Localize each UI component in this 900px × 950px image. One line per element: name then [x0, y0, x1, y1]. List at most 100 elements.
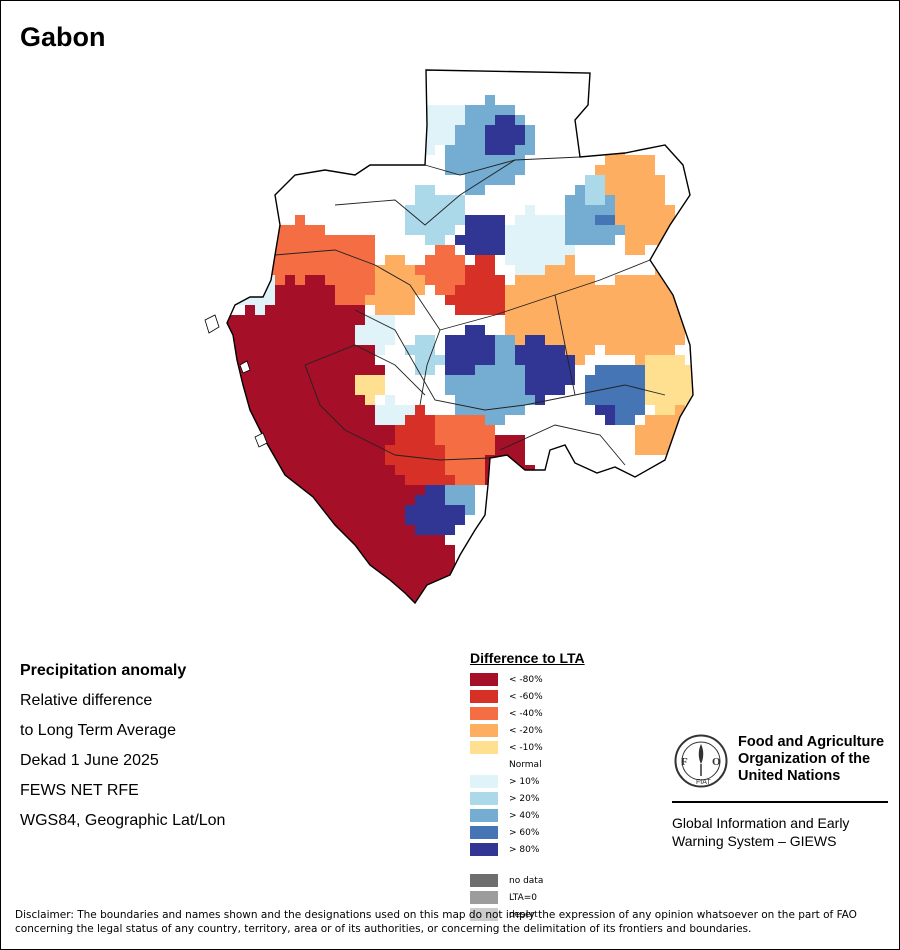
anomaly-cell	[255, 285, 265, 295]
anomaly-cell	[445, 355, 455, 365]
anomaly-cell	[465, 175, 475, 185]
anomaly-cell	[645, 155, 655, 165]
anomaly-cell	[455, 375, 465, 385]
anomaly-cell	[505, 375, 515, 385]
anomaly-cell	[525, 295, 535, 305]
anomaly-cell	[355, 305, 365, 315]
anomaly-cell	[415, 225, 425, 235]
anomaly-cell	[385, 395, 395, 405]
anomaly-cell	[625, 165, 635, 175]
anomaly-cell	[305, 435, 315, 445]
anomaly-cell	[565, 295, 575, 305]
anomaly-cell	[365, 495, 375, 505]
anomaly-cell	[305, 415, 315, 425]
anomaly-cell	[315, 365, 325, 375]
anomaly-cell	[295, 255, 305, 265]
anomaly-cell	[635, 165, 645, 175]
anomaly-cell	[245, 295, 255, 305]
anomaly-cell	[275, 475, 285, 485]
anomaly-cell	[425, 555, 435, 565]
legend-item: LTA=0	[470, 889, 670, 906]
anomaly-cell	[415, 485, 425, 495]
anomaly-cell	[475, 135, 485, 145]
anomaly-cell	[355, 375, 365, 385]
anomaly-cell	[415, 415, 425, 425]
anomaly-cell	[645, 185, 655, 195]
anomaly-cell	[335, 295, 345, 305]
anomaly-cell	[505, 125, 515, 135]
anomaly-cell	[445, 165, 455, 175]
anomaly-cell	[455, 285, 465, 295]
disclaimer: Disclaimer: The boundaries and names sho…	[15, 908, 887, 936]
anomaly-cell	[485, 475, 495, 485]
anomaly-cell	[645, 235, 655, 245]
anomaly-cell	[595, 205, 605, 215]
anomaly-cell	[295, 455, 305, 465]
anomaly-cell	[345, 355, 355, 365]
anomaly-cell	[525, 335, 535, 345]
anomaly-cell	[395, 565, 405, 575]
anomaly-cell	[365, 565, 375, 575]
anomaly-cell	[535, 385, 545, 395]
anomaly-cell	[375, 475, 385, 485]
anomaly-cell	[305, 495, 315, 505]
fao-logo: F O FIAT	[674, 734, 728, 788]
anomaly-cell	[525, 225, 535, 235]
anomaly-cell	[505, 135, 515, 145]
anomaly-cell	[465, 485, 475, 495]
anomaly-cell	[245, 275, 255, 285]
anomaly-cell	[365, 315, 375, 325]
legend-item: > 10%	[470, 773, 670, 790]
anomaly-cell	[485, 375, 495, 385]
anomaly-cell	[195, 425, 205, 435]
anomaly-cell	[295, 325, 305, 335]
anomaly-cell	[485, 95, 495, 105]
legend-item: < -60%	[470, 688, 670, 705]
anomaly-cell	[205, 405, 215, 415]
anomaly-cell	[525, 255, 535, 265]
anomaly-cell	[655, 395, 665, 405]
anomaly-cell	[395, 265, 405, 275]
anomaly-cell	[445, 445, 455, 455]
anomaly-cell	[585, 295, 595, 305]
anomaly-cell	[495, 215, 505, 225]
anomaly-cell	[275, 355, 285, 365]
anomaly-cell	[235, 405, 245, 415]
anomaly-cell	[685, 435, 693, 445]
anomaly-cell	[645, 425, 655, 435]
anomaly-cell	[665, 425, 675, 435]
anomaly-cell	[425, 515, 435, 525]
anomaly-cell	[415, 475, 425, 485]
anomaly-cell	[235, 455, 245, 465]
anomaly-cell	[495, 475, 505, 485]
anomaly-cell	[305, 365, 315, 375]
anomaly-cell	[545, 295, 555, 305]
anomaly-cell	[485, 125, 495, 135]
anomaly-cell	[345, 465, 355, 475]
anomaly-cell	[615, 405, 625, 415]
anomaly-cell	[655, 305, 665, 315]
anomaly-cell	[365, 585, 375, 595]
anomaly-cell	[415, 405, 425, 415]
anomaly-cell	[465, 445, 475, 455]
anomaly-cell	[325, 255, 335, 265]
anomaly-cell	[565, 305, 575, 315]
anomaly-cell	[475, 175, 485, 185]
anomaly-cell	[415, 345, 425, 355]
anomaly-cell	[435, 535, 445, 545]
anomaly-cell	[445, 425, 455, 435]
anomaly-cell	[325, 395, 335, 405]
anomaly-cell	[385, 435, 395, 445]
anomaly-cell	[385, 405, 395, 415]
anomaly-cell	[555, 275, 565, 285]
anomaly-cell	[565, 245, 575, 255]
legend-label: LTA=0	[509, 892, 537, 903]
anomaly-cell	[355, 245, 365, 255]
anomaly-cell	[365, 235, 375, 245]
anomaly-cell	[665, 405, 675, 415]
anomaly-cell	[425, 225, 435, 235]
anomaly-cell	[265, 345, 275, 355]
anomaly-cell	[555, 245, 565, 255]
anomaly-cell	[305, 445, 315, 455]
anomaly-cell	[345, 435, 355, 445]
